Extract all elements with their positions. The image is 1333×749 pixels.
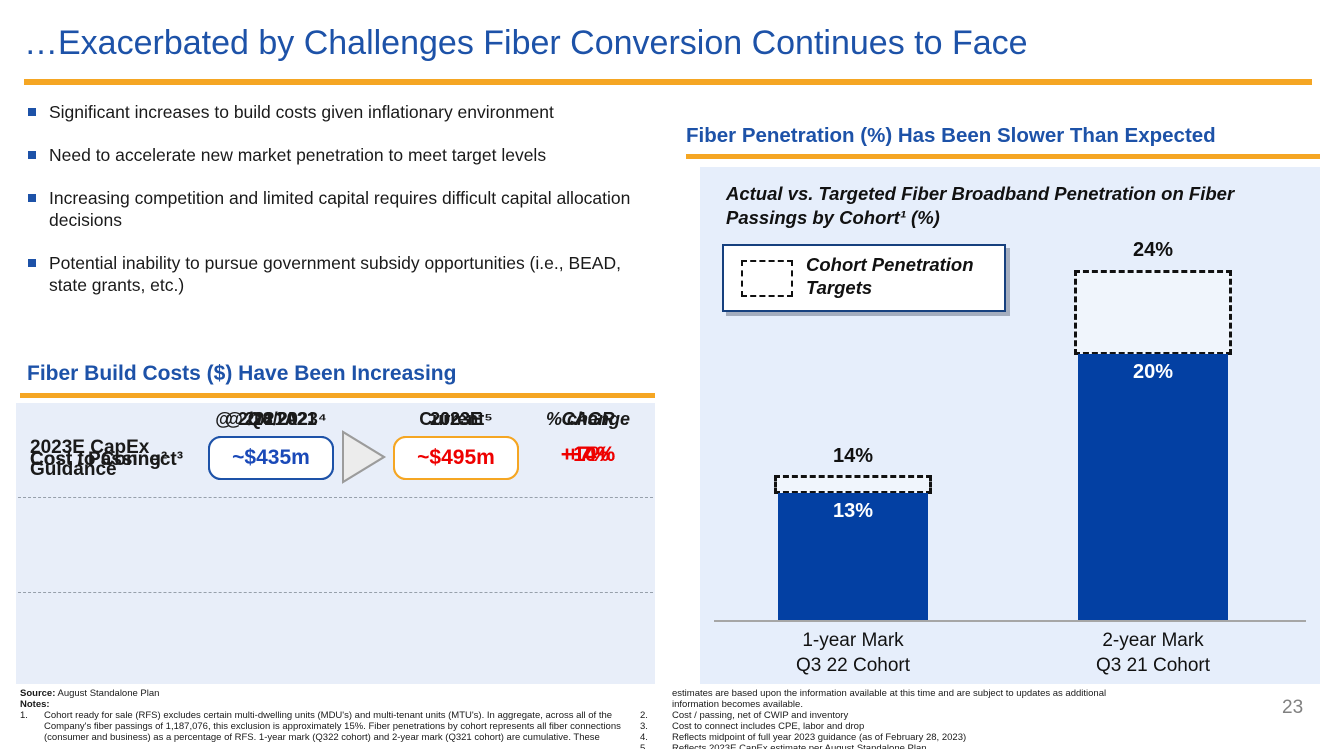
footnote-number: 5.: [640, 743, 648, 749]
from-column-header: 2021A: [244, 409, 298, 429]
footnote-continuation: estimates are based upon the information…: [672, 688, 1107, 710]
source-line: Source: August Standalone Plan: [20, 688, 652, 699]
footnotes-right-column: estimates are based upon the information…: [640, 688, 1148, 749]
bullet-square-icon: [28, 151, 36, 159]
footnote-text: Cost to connect includes CPE, labor and …: [672, 721, 865, 732]
penetration-underline: [686, 154, 1320, 159]
actual-value-label: 20%: [1132, 361, 1174, 383]
build-costs-section-title: Fiber Build Costs ($) Have Been Increasi…: [27, 362, 457, 385]
row-label: Cost / Passing²: [30, 449, 168, 470]
row-divider: [18, 497, 653, 498]
bullet-text: Significant increases to build costs giv…: [49, 102, 554, 122]
notes-label: Notes:: [20, 699, 50, 710]
from-value-box: ~$435m: [208, 436, 334, 480]
footnote-text: Reflects 2023E CapEx estimate per August…: [672, 743, 927, 749]
footnote-text: Cohort ready for sale (RFS) excludes cer…: [44, 710, 621, 743]
legend-label: Cohort Penetration Targets: [806, 254, 974, 298]
footnote-item-4: 4. Reflects midpoint of full year 2023 g…: [640, 732, 1148, 743]
list-item: Need to accelerate new market penetratio…: [28, 144, 656, 166]
footnote-number: 4.: [640, 732, 648, 743]
x-label-line2: Q3 21 Cohort: [1095, 655, 1211, 676]
actual-value-label: 13%: [832, 500, 874, 522]
list-item: Increasing competition and limited capit…: [28, 187, 656, 231]
footnote-item-1: 1. Cohort ready for sale (RFS) excludes …: [20, 710, 652, 743]
target-dashed-box: [1074, 270, 1232, 355]
row-label: Cost to Connect³: [30, 449, 184, 470]
bullet-text: Increasing competition and limited capit…: [49, 188, 631, 230]
to-column-header: 2023E: [429, 409, 483, 429]
x-axis-label: 1-year Mark Q3 22 Cohort: [728, 628, 978, 678]
x-label-line2: Q3 22 Cohort: [795, 655, 911, 676]
chart-legend: Cohort Penetration Targets: [722, 244, 1006, 312]
title-underline: [24, 79, 1312, 85]
actual-bar: [778, 493, 928, 620]
x-axis-line: [714, 620, 1306, 622]
table-row-capex-guidance: 2023E CapEx Guidance @ 2/28/2023⁴ ~$435m…: [16, 403, 655, 498]
target-value-label: 24%: [1132, 239, 1174, 261]
footnotes-left-column: Source: August Standalone Plan Notes: 1.…: [20, 688, 652, 743]
source-label: Source:: [20, 688, 56, 699]
list-item: Significant increases to build costs giv…: [28, 101, 656, 123]
key-challenges-list: Significant increases to build costs giv…: [28, 101, 656, 317]
right-arrow-icon: [342, 430, 386, 484]
metric-value: +7%: [566, 443, 610, 466]
dashed-target-swatch-icon: [741, 260, 793, 297]
to-column-header: 2023E: [429, 409, 483, 429]
build-costs-table: Cost / Passing² 2021A ~$695 2023E ~$800 …: [16, 403, 655, 684]
build-costs-underline: [20, 393, 655, 398]
metric-column-header: CAGR: [561, 409, 615, 429]
metric-column-header: CAGR: [561, 409, 615, 429]
footnote-text: Cost / passing, net of CWIP and inventor…: [672, 710, 849, 721]
footnote-number: 3.: [640, 721, 648, 732]
from-column-header: @ 2/28/2023⁴: [215, 409, 327, 429]
source-text: August Standalone Plan: [55, 688, 160, 699]
footnote-number: 2.: [640, 710, 648, 721]
x-label-line1: 2-year Mark: [1102, 630, 1204, 651]
list-item: Potential inability to pursue government…: [28, 252, 656, 296]
footnote-text: Reflects midpoint of full year 2023 guid…: [672, 732, 967, 743]
bullet-square-icon: [28, 108, 36, 116]
row-divider: [18, 592, 653, 593]
penetration-chart-panel: Actual vs. Targeted Fiber Broadband Pene…: [700, 167, 1320, 684]
footnote-item-2: 2. Cost / passing, net of CWIP and inven…: [640, 710, 1148, 721]
metric-value: +10%: [560, 443, 616, 466]
footnote-item-5: 5. Reflects 2023E CapEx estimate per Aug…: [640, 743, 1148, 749]
from-column-header: @ Q4 2021: [225, 409, 317, 429]
target-dashed-box: [774, 475, 932, 494]
to-column-header: Current⁵: [419, 409, 493, 429]
target-value-label: 14%: [832, 445, 874, 467]
page-title: …Exacerbated by Challenges Fiber Convers…: [24, 24, 1028, 62]
chart-title: Actual vs. Targeted Fiber Broadband Pene…: [726, 183, 1235, 228]
footnote-number: 1.: [20, 710, 28, 721]
x-axis-label: 2-year Mark Q3 21 Cohort: [1028, 628, 1278, 678]
x-label-line1: 1-year Mark: [802, 630, 904, 651]
bullet-text: Need to accelerate new market penetratio…: [49, 145, 547, 165]
metric-value: +14%: [560, 443, 616, 466]
bullet-square-icon: [28, 259, 36, 267]
footnote-item-3: 3. Cost to connect includes CPE, labor a…: [640, 721, 1148, 732]
to-value-box: ~$495m: [393, 436, 519, 480]
row-label: 2023E CapEx Guidance: [30, 437, 150, 480]
bullet-text: Potential inability to pursue government…: [49, 253, 621, 295]
page-number: 23: [1282, 697, 1304, 718]
actual-bar: [1078, 354, 1228, 620]
metric-column-header: % change: [545, 409, 631, 429]
penetration-section-title: Fiber Penetration (%) Has Been Slower Th…: [686, 124, 1216, 147]
bullet-square-icon: [28, 194, 36, 202]
